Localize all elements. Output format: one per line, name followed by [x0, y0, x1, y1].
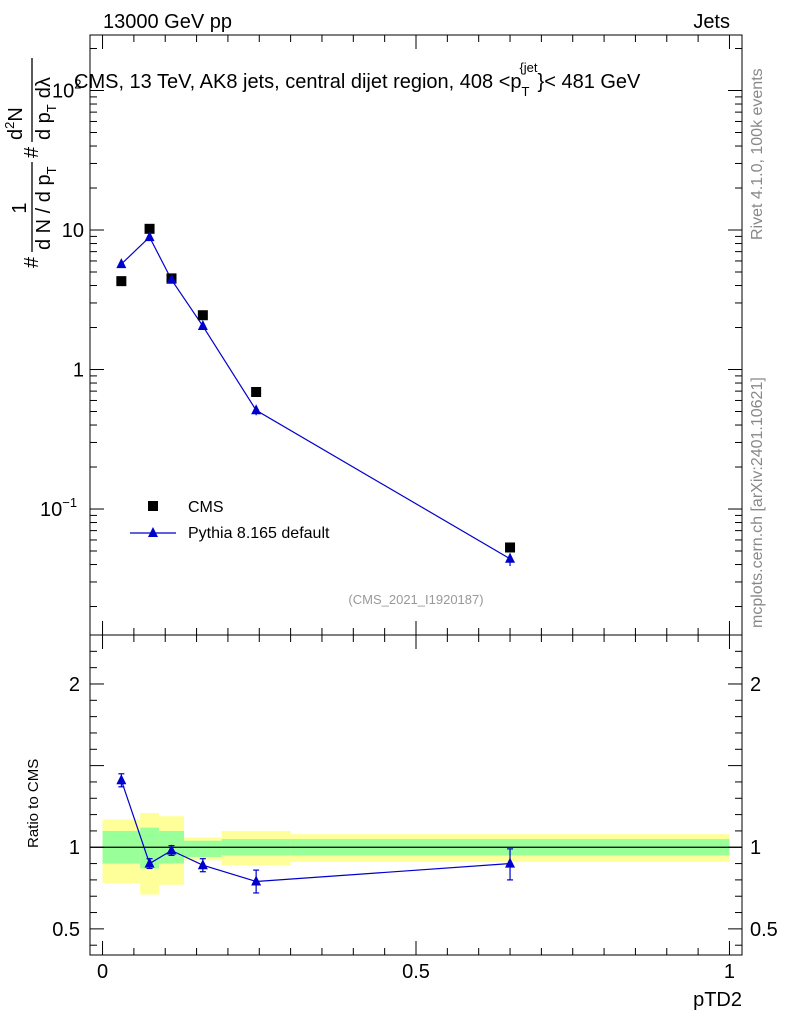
ylabel-dndpt-sub: T: [44, 166, 59, 174]
y-tick-label-base: 10: [52, 81, 74, 103]
cms-point: [251, 386, 262, 397]
ratio-y-tick-label-left: 2: [69, 674, 80, 696]
x-tick-label: 1: [724, 961, 735, 983]
cms-point: [505, 542, 516, 553]
ylabel-dndpt-text: d N / d p: [33, 174, 55, 250]
title-end: }< 481 GeV: [538, 71, 642, 93]
pythia-ratio-point: [251, 875, 262, 886]
cms-point: [144, 223, 155, 234]
pythia-ratio-point: [116, 774, 127, 785]
header-right: Jets: [693, 11, 730, 33]
pythia-point: [116, 258, 127, 269]
ylabel-den-sub: T: [44, 104, 59, 112]
legend-cms-marker: [148, 501, 158, 511]
watermark: (CMS_2021_I1920187): [348, 592, 483, 607]
header-left: 13000 GeV pp: [103, 11, 232, 33]
cms-point: [116, 276, 127, 287]
ratio-y-tick-label-right: 0.5: [750, 919, 778, 941]
pythia-ratio-point: [505, 857, 516, 868]
main-frame: [89, 34, 743, 636]
title-sub: T: [522, 84, 530, 99]
y-tick-label-exp: 2: [74, 77, 81, 92]
ratio-y-tick-label-left: 1: [69, 837, 80, 859]
ratio-band-inner-3: [184, 840, 222, 858]
svg-text:CMS, 13 TeV, AK8 jets, central: CMS, 13 TeV, AK8 jets, central dijet reg…: [74, 60, 641, 99]
ylabel-hash-1: #: [21, 256, 43, 268]
legend-cms-label: CMS: [188, 499, 224, 516]
ylabel-den-dl: dλ: [33, 77, 55, 98]
pythia-ratio-line: [120, 780, 511, 883]
legend-pythia-marker: [148, 527, 158, 537]
y-tick-label: 10−1: [40, 495, 77, 521]
pythia-point: [505, 552, 516, 563]
chart-title: CMS, 13 TeV, AK8 jets, central dijet reg…: [74, 60, 641, 99]
y-tick-label: 10: [62, 220, 84, 242]
ylabel-dndpt: d N / d pT: [33, 166, 59, 250]
ylabel-one: 1: [9, 202, 31, 213]
cms-point: [197, 310, 208, 321]
ratio-y-tick-label-right: 2: [750, 674, 761, 696]
pythia-point: [166, 273, 177, 284]
y-axis-label: # 1 d N / d pT # d2N d pTdλ: [2, 58, 59, 268]
ylabel-num-n: N: [5, 107, 27, 121]
ratio-frame: [89, 634, 743, 956]
x-tick-label: 0: [97, 961, 108, 983]
ratio-y-tick-label-right: 1: [750, 837, 761, 859]
ylabel-num-exp: 2: [2, 122, 17, 129]
rivet-label: Rivet 4.1.0, 100k events: [749, 68, 766, 240]
ratio-y-label: Ratio to CMS: [25, 759, 42, 848]
pythia-point: [197, 320, 208, 331]
title-main: CMS, 13 TeV, AK8 jets, central dijet reg…: [74, 71, 522, 93]
y-tick-label-base: 10: [40, 499, 62, 521]
ylabel-num-d: d: [5, 129, 27, 140]
pythia-point: [144, 231, 155, 242]
x-axis-label: pTD2: [693, 989, 742, 1011]
ratio-y-tick-label-left: 0.5: [52, 919, 80, 941]
pythia-point: [251, 404, 262, 415]
ratio-band-inner-1: [140, 827, 159, 869]
ylabel-hash-2: #: [21, 146, 43, 158]
pythia-line: [120, 236, 511, 560]
mcplots-label: mcplots.cern.ch [arXiv:2401.10621]: [749, 377, 766, 628]
y-tick-label: 1: [73, 360, 84, 382]
y-tick-label-exp: −1: [62, 495, 77, 510]
ylabel-den-dp: d p: [33, 112, 55, 140]
ylabel-den: d pTdλ: [33, 77, 59, 140]
pythia-ratio-point: [197, 859, 208, 870]
title-sup: {jet: [519, 60, 537, 75]
ylabel-num: d2N: [2, 107, 27, 140]
pythia-ratio-point: [144, 857, 155, 868]
pythia-ratio-point: [166, 844, 177, 855]
ratio-panel: 0 0.5 1 0.5 0.5 1 1 2 2 Ratio to CMS pTD2: [25, 634, 778, 1011]
y-tick-label-base: 1: [73, 360, 84, 382]
y-tick-label: 102: [52, 77, 81, 103]
x-tick-label: 0.5: [402, 961, 430, 983]
y-tick-label-base: 10: [62, 220, 84, 242]
legend: CMS Pythia 8.165 default: [130, 499, 330, 542]
legend-pythia-label: Pythia 8.165 default: [188, 525, 330, 542]
